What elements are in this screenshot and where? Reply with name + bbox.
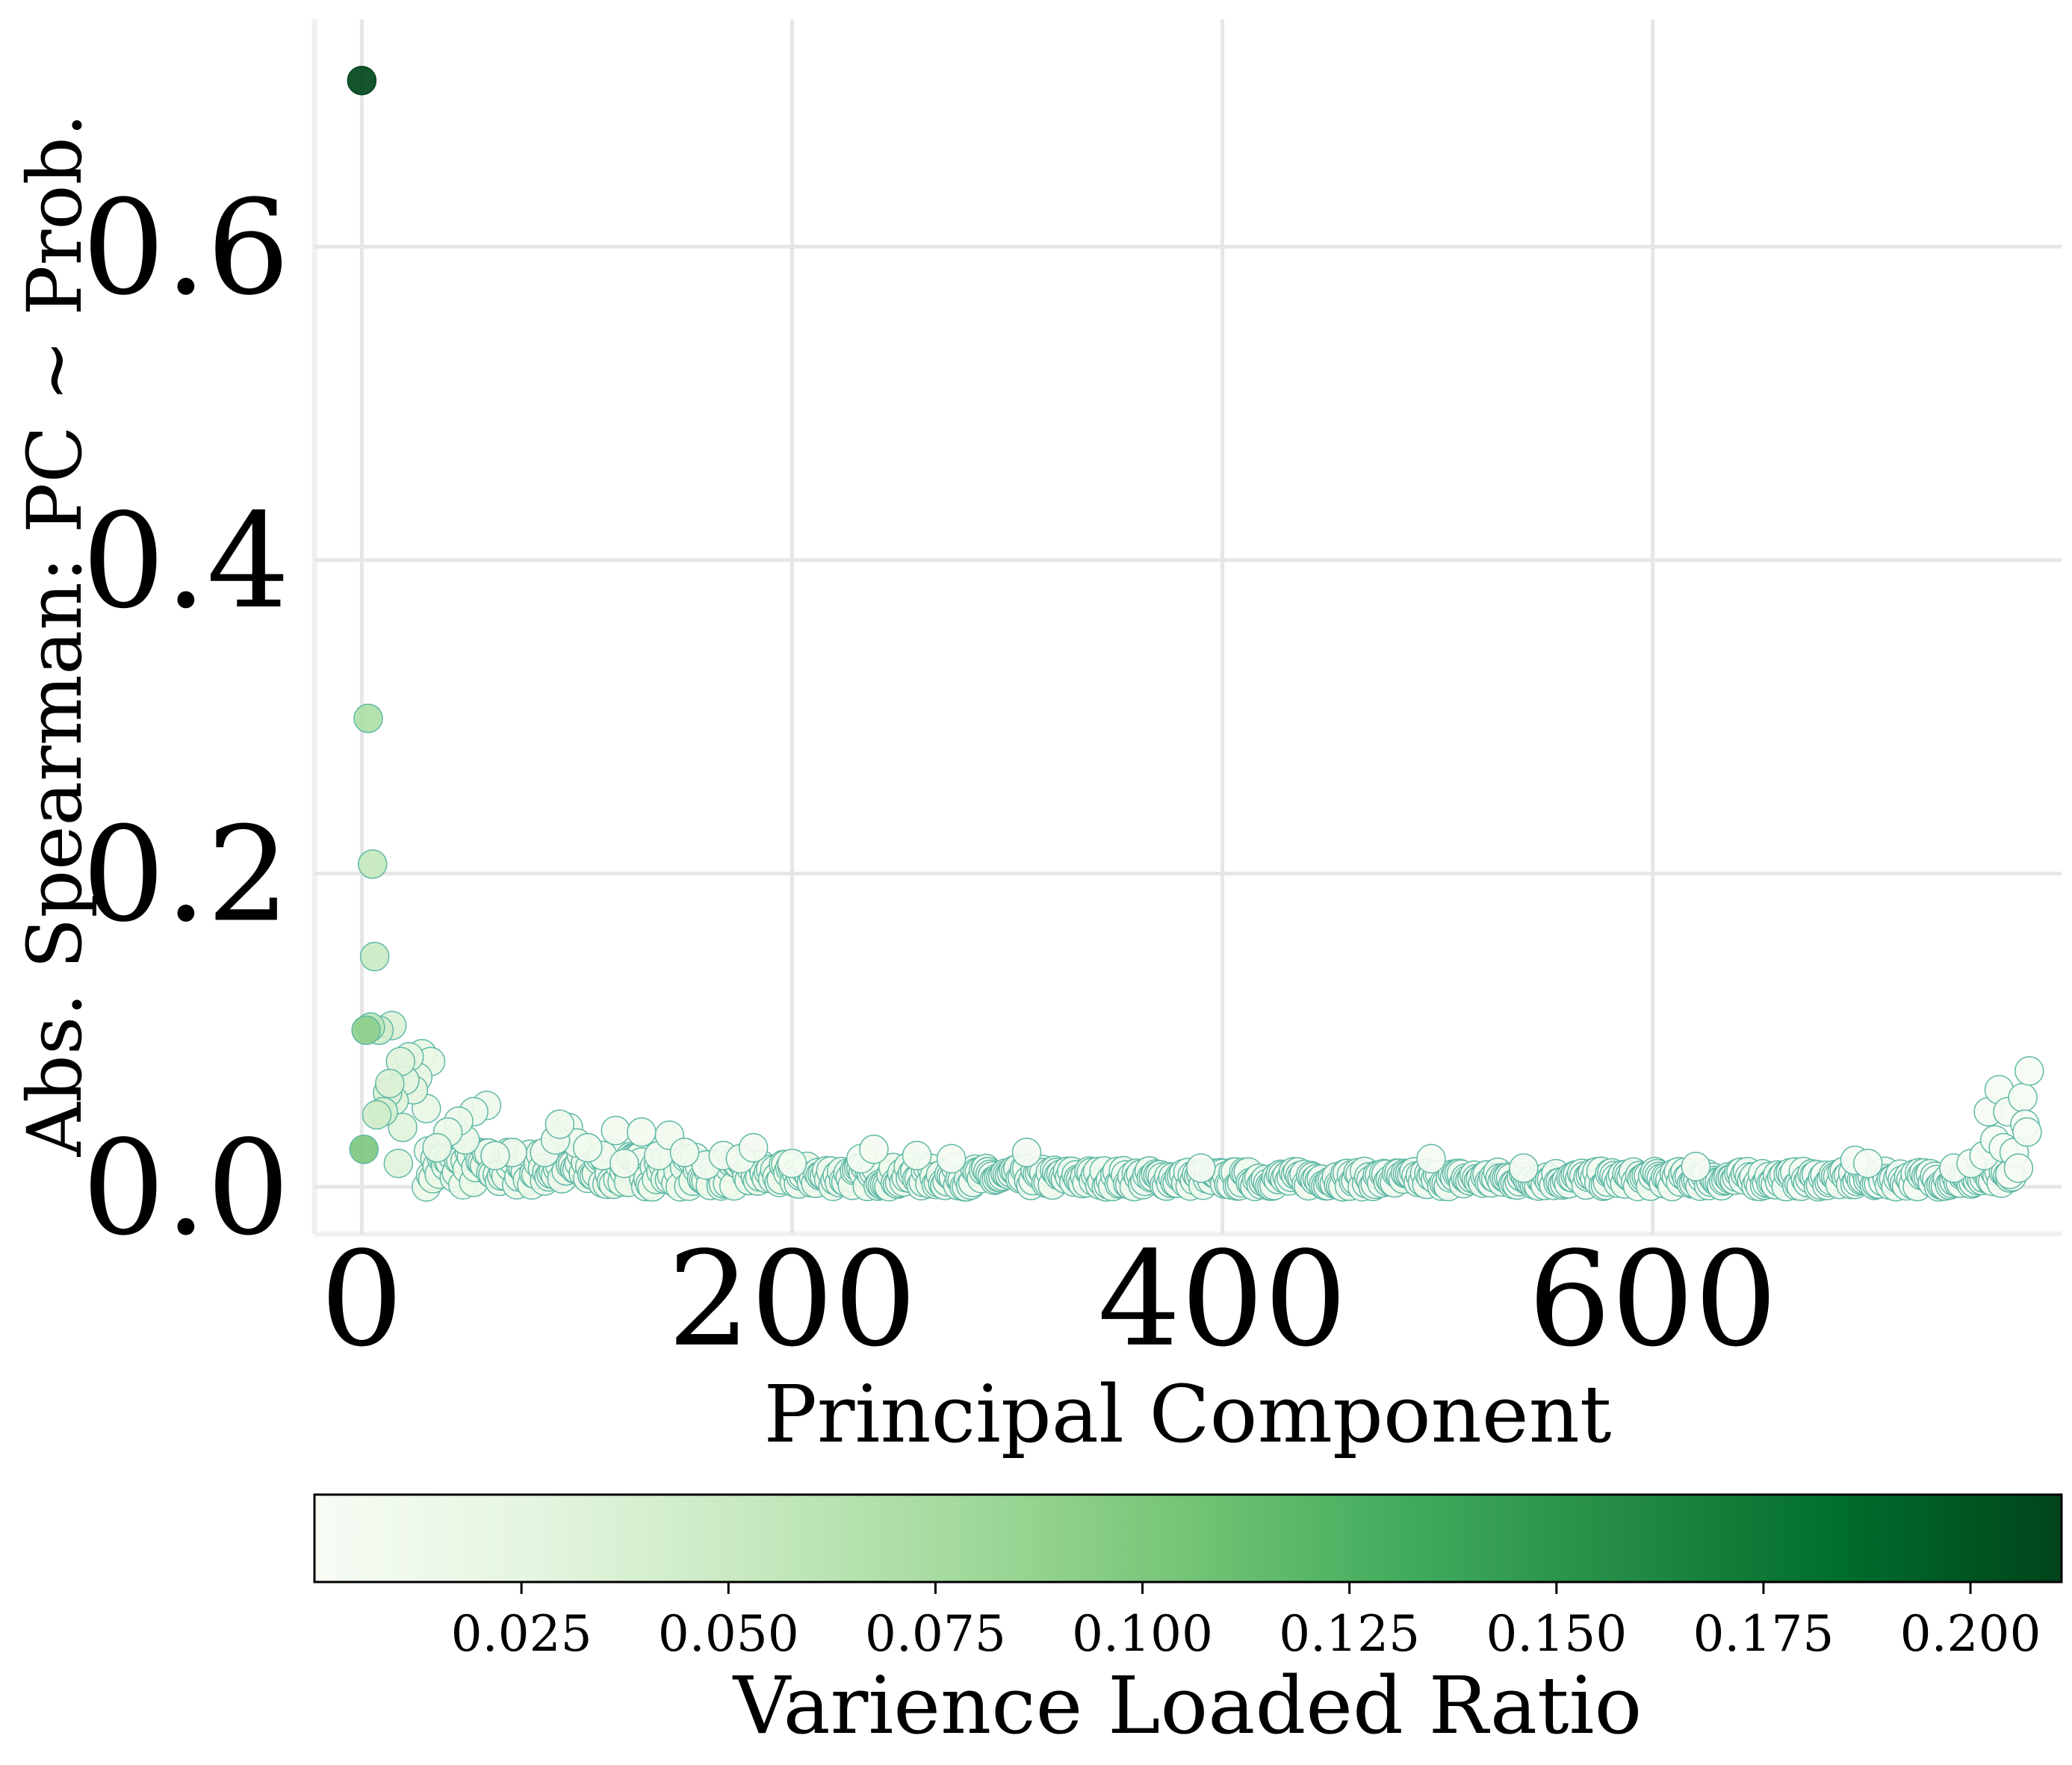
colorbar-tick-label: 0.075 <box>865 1605 1006 1663</box>
x-tick-labels: 0 200 400 600 <box>320 1224 1778 1376</box>
scatter-point <box>347 66 377 96</box>
plot-area <box>311 19 2062 1237</box>
y-axis-title: Abs. Spearman: PC ~ Prob. <box>11 114 99 1158</box>
scatter-point <box>383 1148 414 1179</box>
colorbar: 0.025 0.050 0.075 0.100 0.125 0.150 0.175 0.200… <box>313 1493 2063 1752</box>
scatter-point <box>1186 1153 1216 1183</box>
colorbar-ticks: 0.025 0.050 0.075 0.100 0.125 0.150 0.175 0.200 <box>451 1582 2041 1663</box>
scatter-point <box>627 1117 657 1147</box>
scatter-point <box>375 1068 405 1099</box>
scatter-point <box>2003 1153 2034 1183</box>
scatter-point <box>601 1115 631 1146</box>
scatter-point <box>777 1148 807 1179</box>
scatter-point <box>545 1109 575 1139</box>
colorbar-tick-label: 0.150 <box>1486 1605 1627 1663</box>
scatter-point <box>353 703 383 733</box>
x-tick-label: 0 <box>320 1224 403 1376</box>
scatter-point <box>902 1141 932 1170</box>
y-tick-label: 0.0 <box>82 1113 290 1265</box>
colorbar-bar <box>313 1493 2063 1583</box>
scatter-point <box>1853 1148 1883 1179</box>
scatter-point <box>1011 1138 1042 1167</box>
scatter-point <box>738 1132 769 1163</box>
x-tick-label: 400 <box>1098 1224 1347 1376</box>
data-points <box>347 66 2044 1202</box>
scatter-point <box>349 1134 379 1164</box>
colorbar-title: Varience Loaded Ratio <box>732 1660 1643 1752</box>
colorbar-tick-label: 0.100 <box>1072 1605 1213 1663</box>
y-tick-label: 0.2 <box>82 799 290 951</box>
scatter-point <box>2012 1117 2042 1147</box>
scatter-point <box>359 941 390 972</box>
scatter-point <box>480 1141 510 1170</box>
scatter-point <box>358 849 388 879</box>
scatter-point <box>351 1015 381 1046</box>
scatter-point <box>2008 1082 2038 1113</box>
scatter-point <box>573 1132 603 1163</box>
scatter-point <box>669 1138 700 1167</box>
scatter-point <box>362 1099 392 1130</box>
colorbar-tick-label: 0.050 <box>658 1605 799 1663</box>
scatter-point <box>936 1144 967 1174</box>
colorbar-tick-label: 0.175 <box>1693 1605 1834 1663</box>
colorbar-tick-label: 0.125 <box>1279 1605 1420 1663</box>
y-tick-labels: 0.0 0.2 0.4 0.6 <box>82 173 290 1265</box>
x-axis-title: Principal Component <box>763 1368 1611 1460</box>
scatter-point <box>2014 1056 2044 1086</box>
scatter-point <box>859 1134 889 1164</box>
scatter-point <box>1681 1152 1711 1182</box>
y-tick-label: 0.4 <box>82 486 290 638</box>
scatter-point <box>609 1148 639 1179</box>
colorbar-tick-label: 0.025 <box>451 1605 592 1663</box>
x-tick-label: 200 <box>667 1224 916 1376</box>
scatter-point <box>422 1132 452 1163</box>
scatter-point <box>1509 1153 1539 1183</box>
x-tick-label: 600 <box>1528 1224 1778 1376</box>
colorbar-tick-label: 0.200 <box>1900 1605 2041 1663</box>
scatter-point <box>1416 1144 1446 1174</box>
scatter-point <box>388 1112 418 1143</box>
grid-lines <box>314 19 2062 1234</box>
y-tick-label: 0.6 <box>82 173 290 324</box>
